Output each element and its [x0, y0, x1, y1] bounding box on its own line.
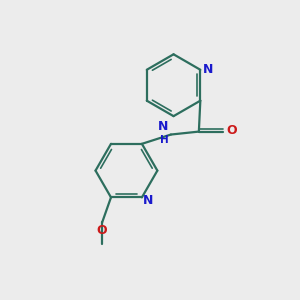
Text: N: N	[203, 63, 213, 76]
Text: N: N	[143, 194, 154, 207]
Text: N: N	[158, 120, 169, 133]
Text: H: H	[160, 134, 169, 145]
Text: O: O	[96, 224, 107, 237]
Text: O: O	[226, 124, 237, 136]
